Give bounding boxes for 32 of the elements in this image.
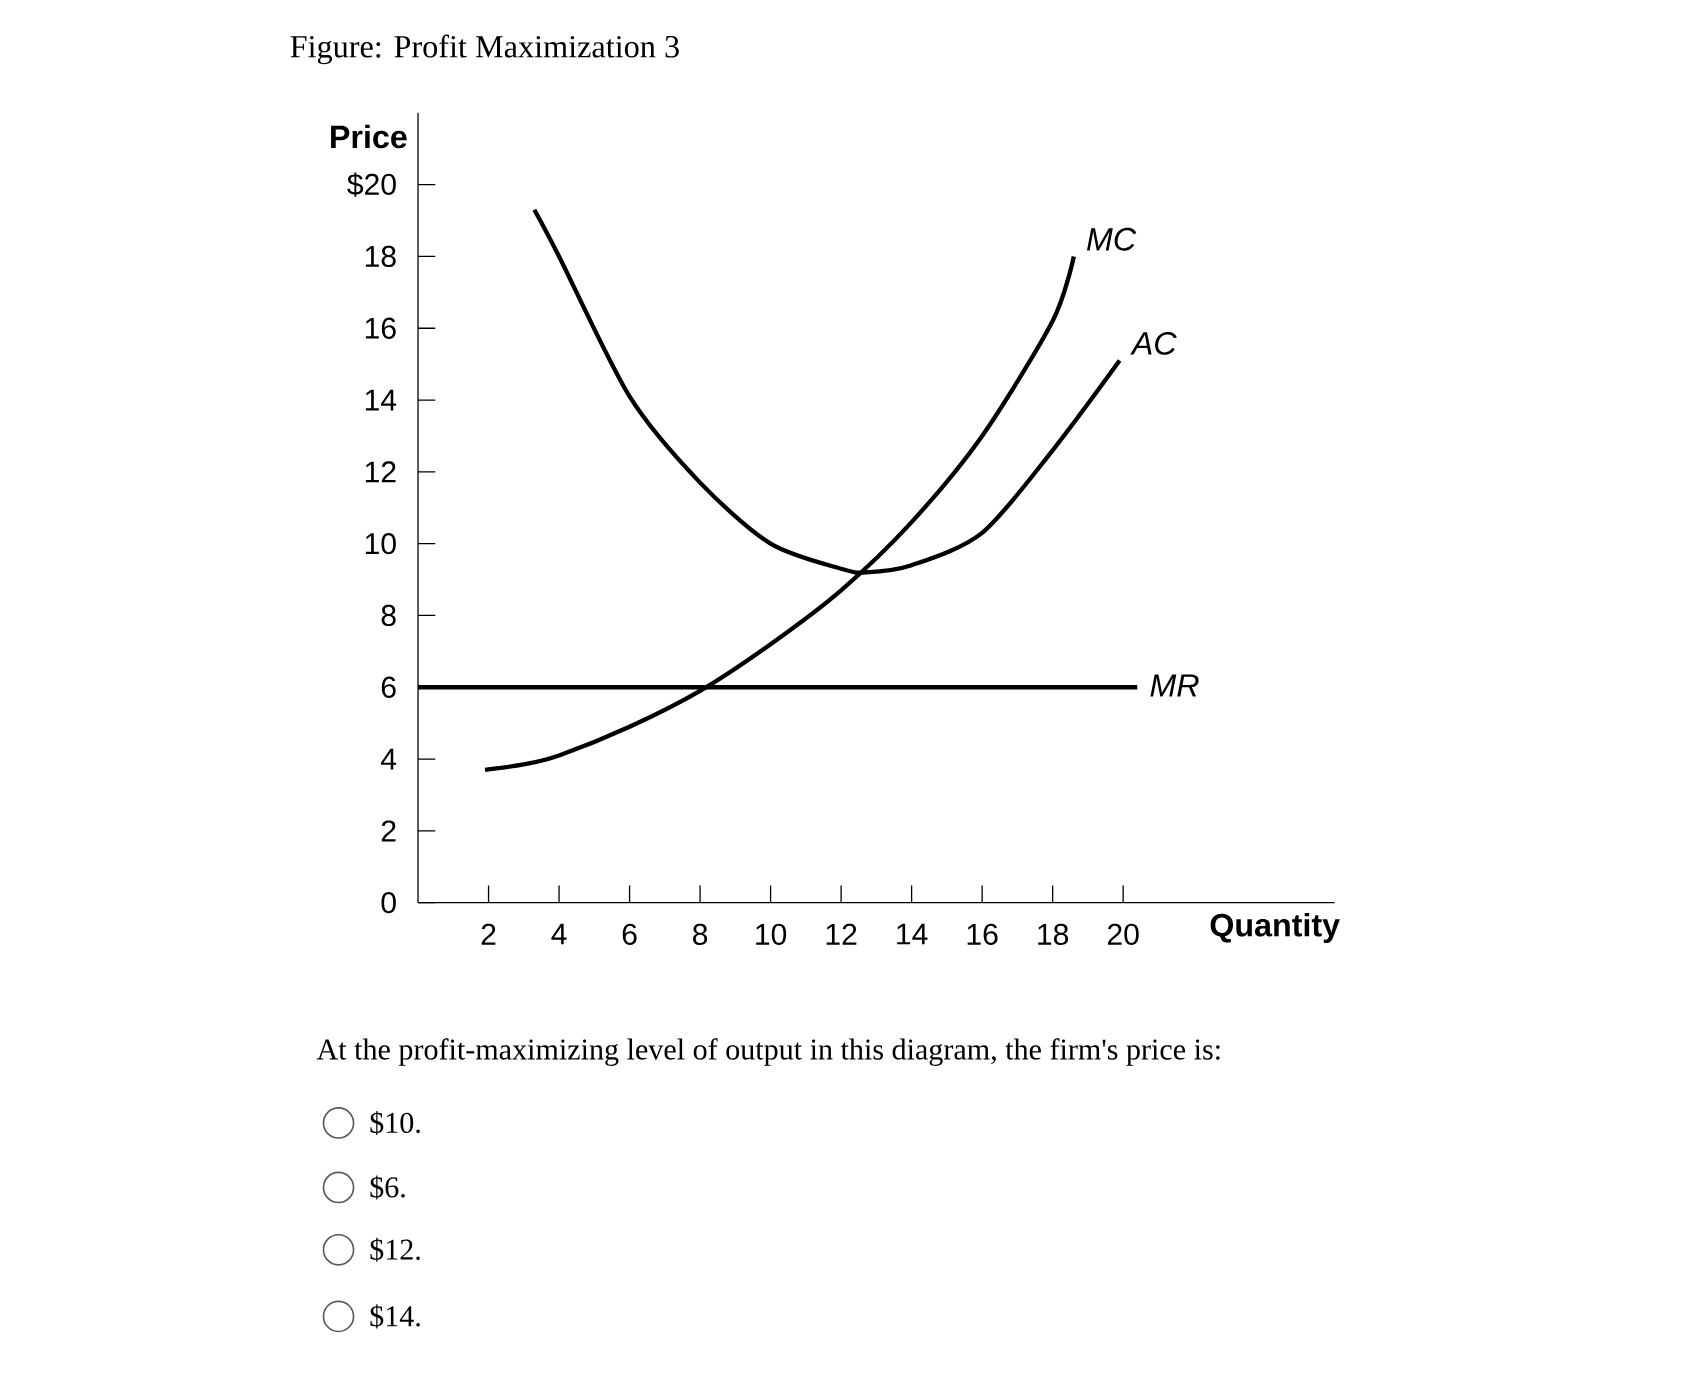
y-tick-label: 6 (381, 676, 396, 698)
y-tick-label: 12 (365, 461, 396, 483)
y-tick-label: 18 (365, 245, 396, 268)
y-tick-label: 14 (365, 389, 397, 411)
x-tick-label: 14 (897, 923, 928, 945)
x-tick-label: 16 (967, 923, 998, 945)
y-tick-label: 16 (365, 317, 396, 339)
x-tick-label: 4 (551, 923, 567, 945)
x-tick-label: 20 (1107, 923, 1139, 945)
series-label: MR (1150, 674, 1199, 697)
y-axis-title: Price (331, 124, 407, 149)
y-tick-label: $20 (347, 172, 396, 197)
text: $10. (370, 1110, 420, 1135)
x-tick-label: 12 (826, 923, 857, 945)
y-tick-label: 10 (365, 532, 396, 555)
x-tick-label: 18 (1038, 923, 1069, 945)
y-tick-label: 2 (381, 820, 396, 842)
series-label: AC (1130, 331, 1177, 355)
x-tick-label: 2 (481, 923, 496, 945)
text: $12. (370, 1237, 420, 1262)
chart-title: Figure: Profit Maximization 3 (290, 34, 679, 65)
series-label: MC (1086, 227, 1137, 251)
y-tick-label: 4 (380, 748, 397, 770)
text: At the profit-maximizing level of output in this diagram, the firm's price is: (316, 1038, 1220, 1066)
text: $6. (370, 1175, 405, 1200)
x-tick-label: 10 (756, 923, 787, 945)
x-axis-title: Quantity (1210, 912, 1340, 943)
x-tick-label: 6 (622, 923, 637, 945)
x-tick-label: 8 (693, 923, 708, 945)
y-tick-label: 8 (381, 604, 396, 627)
y-tick-label: 0 (381, 892, 396, 914)
text: $14. (370, 1304, 420, 1329)
